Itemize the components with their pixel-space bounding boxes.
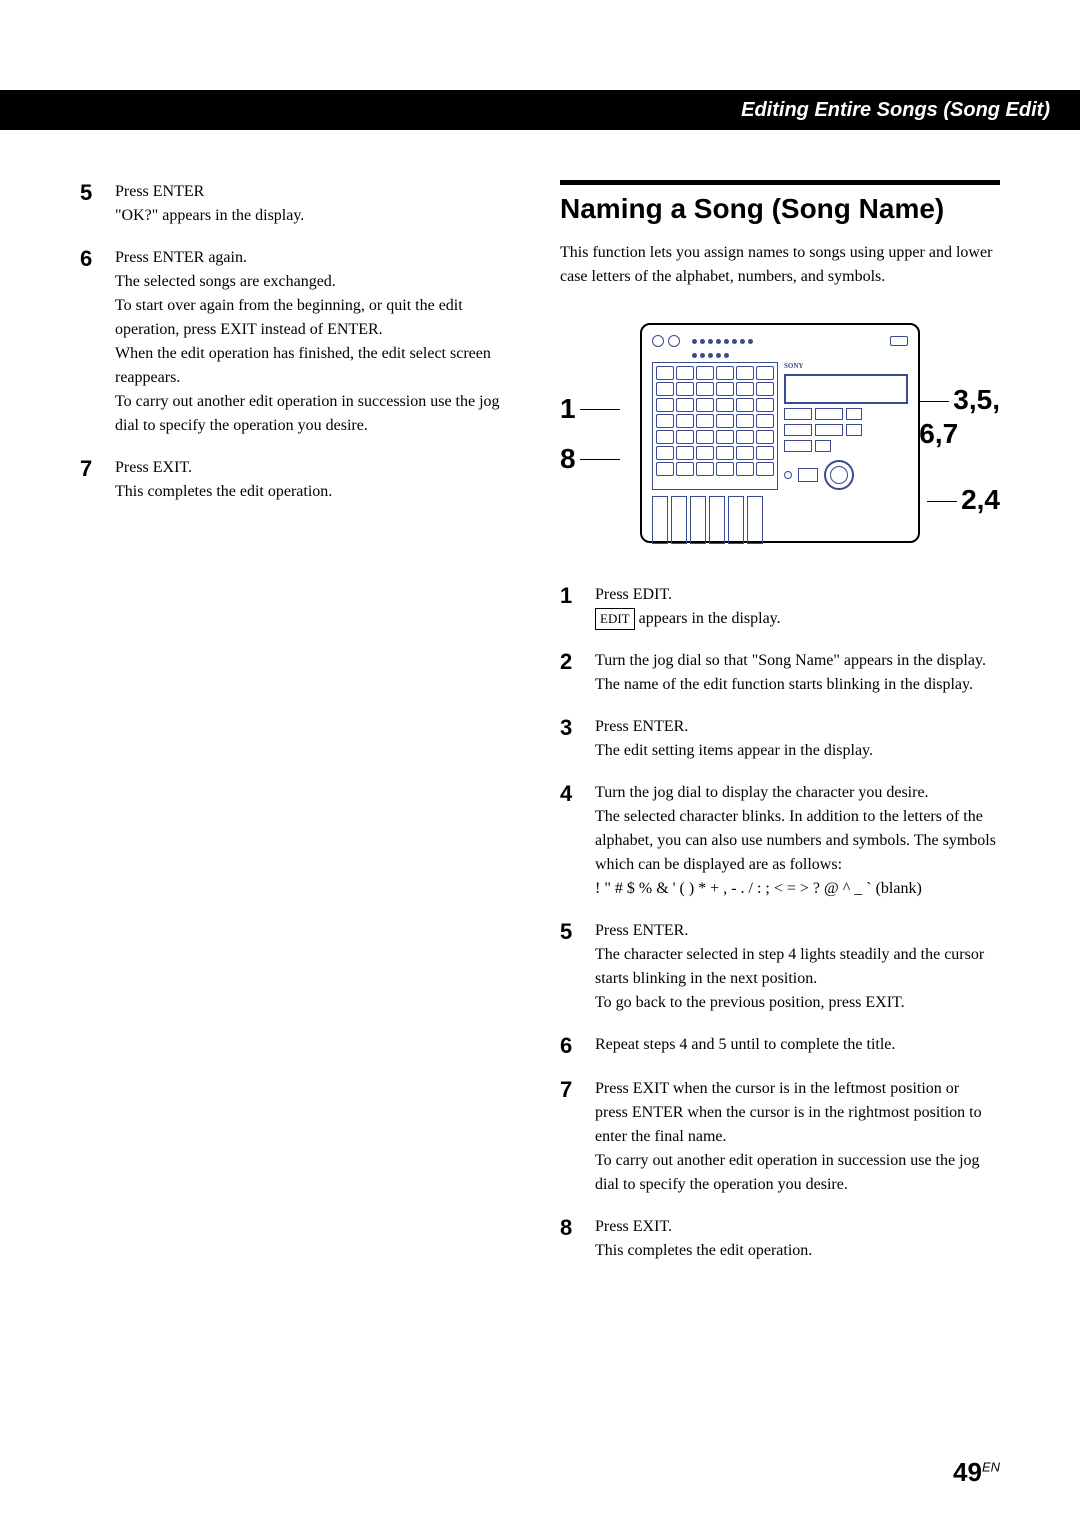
callout-1: 1	[560, 393, 620, 425]
header-bar: Editing Entire Songs (Song Edit)	[0, 90, 1080, 130]
step-number: 5	[80, 180, 115, 228]
step-number: 5	[560, 919, 595, 1015]
step-pre: Press EDIT.	[595, 586, 672, 603]
step-number: 7	[80, 456, 115, 504]
callout-24: 2,4	[927, 483, 1000, 517]
step-1: 1 Press EDIT. EDIT appears in the displa…	[560, 583, 1000, 631]
step-4: 4 Turn the jog dial to display the chara…	[560, 781, 1000, 901]
step-5-left: 5 Press ENTER "OK?" appears in the displ…	[80, 180, 520, 228]
step-post: appears in the display.	[635, 610, 781, 627]
section-intro: This function lets you assign names to s…	[560, 241, 1000, 289]
callout-8: 8	[560, 443, 620, 475]
step-number: 1	[560, 583, 595, 631]
page-number: 49EN	[953, 1457, 1000, 1488]
step-number: 3	[560, 715, 595, 763]
left-column: 5 Press ENTER "OK?" appears in the displ…	[80, 180, 520, 1281]
callout-num: 8	[560, 443, 576, 475]
edit-indicator: EDIT	[595, 608, 635, 630]
section-divider	[560, 180, 1000, 185]
step-number: 2	[560, 649, 595, 697]
callout-num: 3,5, 6,7	[919, 384, 1000, 449]
step-number: 6	[560, 1033, 595, 1059]
brand-label: SONY	[784, 362, 908, 370]
step-text: Press ENTER again. The selected songs ar…	[115, 246, 520, 438]
step-text: Press EXIT. This completes the edit oper…	[595, 1215, 812, 1263]
right-column: Naming a Song (Song Name) This function …	[560, 180, 1000, 1281]
step-3: 3 Press ENTER. The edit setting items ap…	[560, 715, 1000, 763]
step-number: 4	[560, 781, 595, 901]
step-6-left: 6 Press ENTER again. The selected songs …	[80, 246, 520, 438]
callout-357: 3,5, 6,7	[919, 383, 1000, 450]
step-text: Press EDIT. EDIT appears in the display.	[595, 583, 781, 631]
step-text: Press ENTER. The edit setting items appe…	[595, 715, 873, 763]
section-title: Naming a Song (Song Name)	[560, 193, 1000, 225]
step-5: 5 Press ENTER. The character selected in…	[560, 919, 1000, 1015]
callout-num: 2,4	[961, 484, 1000, 515]
page-num-value: 49	[953, 1457, 982, 1487]
step-text: Press ENTER "OK?" appears in the display…	[115, 180, 304, 228]
step-number: 7	[560, 1077, 595, 1197]
step-8: 8 Press EXIT. This completes the edit op…	[560, 1215, 1000, 1263]
header-text: Editing Entire Songs (Song Edit)	[741, 99, 1050, 122]
step-number: 8	[560, 1215, 595, 1263]
step-2: 2 Turn the jog dial so that "Song Name" …	[560, 649, 1000, 697]
step-number: 6	[80, 246, 115, 438]
callout-num: 1	[560, 393, 576, 425]
step-text: Repeat steps 4 and 5 until to complete t…	[595, 1033, 895, 1059]
step-7: 7 Press EXIT when the cursor is in the l…	[560, 1077, 1000, 1197]
step-7-left: 7 Press EXIT. This completes the edit op…	[80, 456, 520, 504]
step-text: Press ENTER. The character selected in s…	[595, 919, 1000, 1015]
device-diagram: 1 8	[560, 313, 1000, 553]
step-6: 6 Repeat steps 4 and 5 until to complete…	[560, 1033, 1000, 1059]
page-suffix: EN	[982, 1459, 1000, 1474]
step-text: Turn the jog dial to display the charact…	[595, 781, 1000, 901]
step-text: Turn the jog dial so that "Song Name" ap…	[595, 649, 986, 697]
step-text: Press EXIT. This completes the edit oper…	[115, 456, 332, 504]
step-text: Press EXIT when the cursor is in the lef…	[595, 1077, 1000, 1197]
